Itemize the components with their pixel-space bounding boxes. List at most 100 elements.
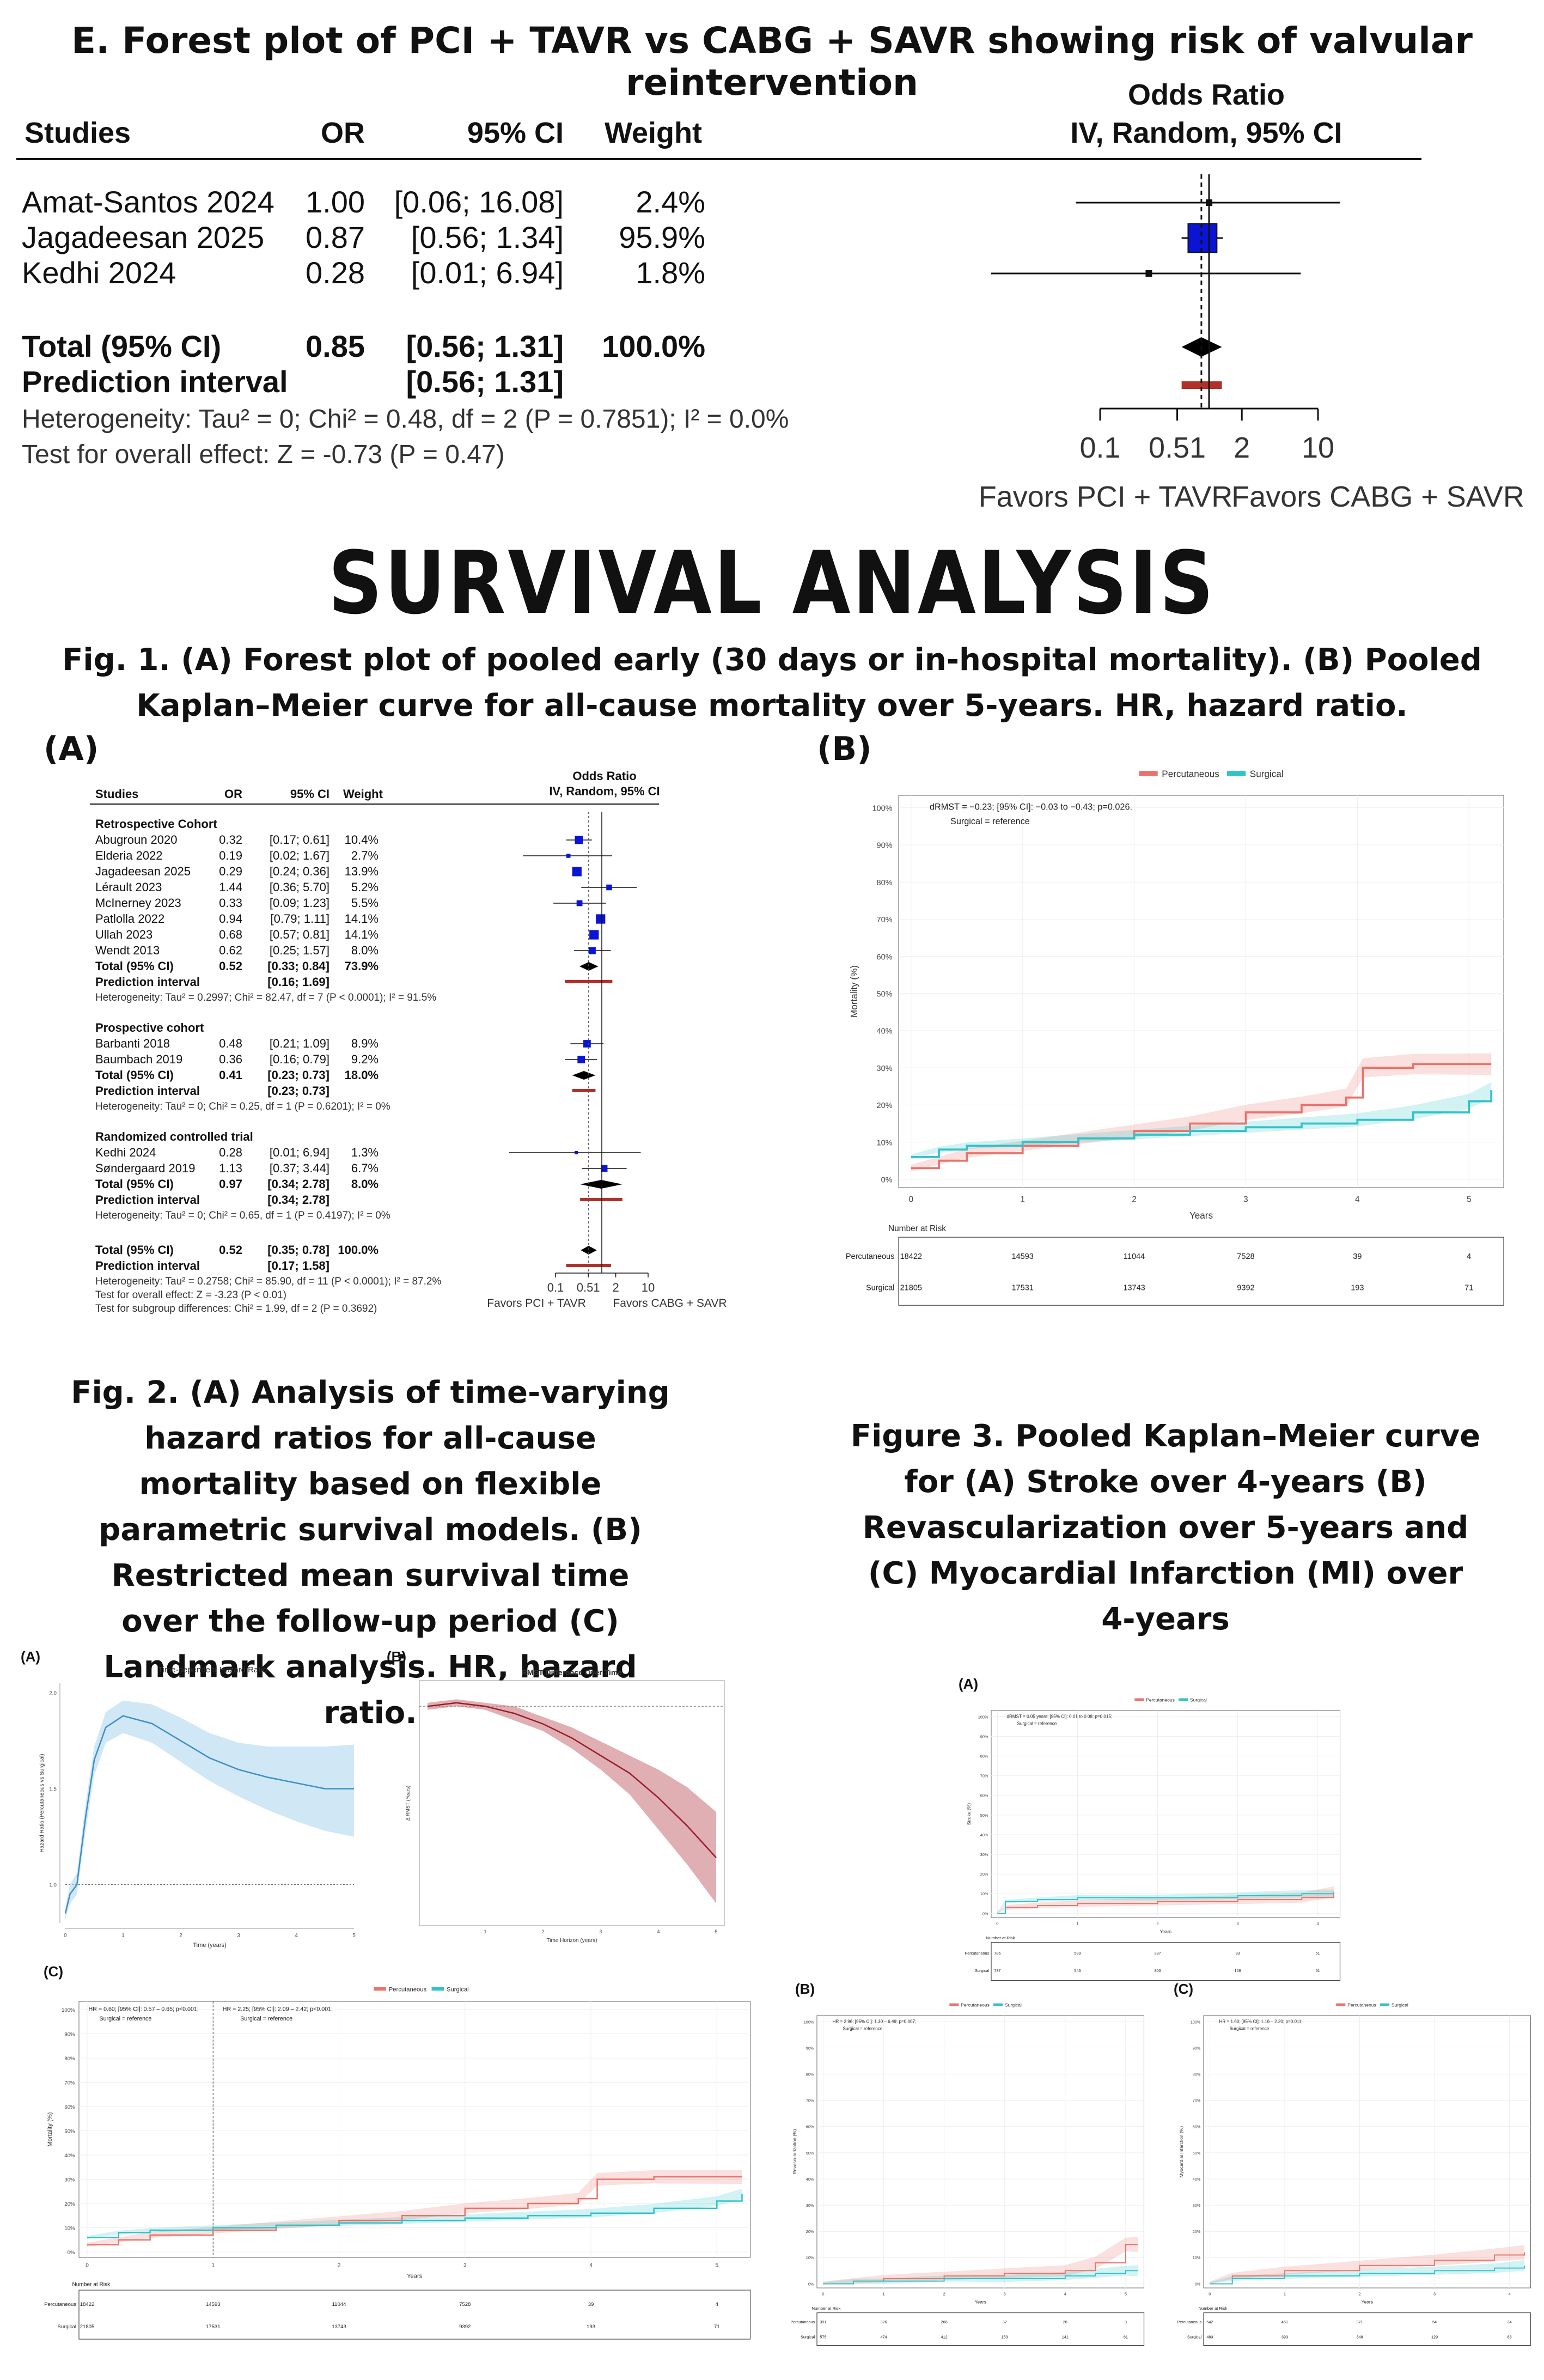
hr-ci-band [65,1700,354,1919]
y-axis-label: Revascularization (%) [792,2129,797,2174]
ci-band-percutaneous [1210,2245,1525,2284]
risk-value: 83 [1508,2334,1512,2339]
study-name: McInerney 2023 [95,896,181,910]
x-tick-label: 10 [642,1281,655,1294]
legend-swatch-surgical [993,2003,1003,2006]
y-tick-label: 20% [1193,2229,1201,2234]
pred-ci: [0.23; 0.73] [267,1084,329,1098]
x-tick-label: 0.1 [547,1281,564,1294]
risk-table-title: Number at Risk [72,2282,111,2288]
risk-table [991,1942,1341,1981]
x-tick-label: 4 [1508,2291,1511,2296]
risk-row-name: Percutaneous [790,2320,815,2324]
total-label: Total (95% CI) [22,329,221,363]
study-or: 0.87 [306,220,365,254]
annotation-reference: Surgical = reference [950,817,1030,826]
risk-value: 34 [1508,2320,1512,2324]
legend-swatch-percutaneous [1134,1698,1144,1701]
header-or-title: Odds Ratio [572,769,636,783]
study-or: 0.94 [219,912,242,926]
rmst-ci-band [428,1699,716,1904]
header-or-sub: IV, Random, 95% CI [1070,117,1342,149]
fig2b-ylabel: Δ RMST (Years) [405,1786,411,1821]
fig3b-panel: Percutaneous Surgical 0% 10% 20% 30% 40% 50% 60%… [790,2002,1145,2346]
ci-band-surgical [823,2265,1138,2284]
legend-surgical: Surgical [1250,769,1284,780]
x-tick-label: 10 [1302,431,1334,464]
risk-row-name: Surgical [58,2324,77,2330]
plot-area [78,2001,750,2258]
risk-value: 18422 [900,1252,922,1261]
x-tick-label: 2 [541,1929,544,1934]
line-surgical [911,1090,1493,1158]
fig2a-label: (A) [21,1648,40,1665]
x-axis-label: Years [974,2299,986,2305]
study-square [575,1151,578,1154]
x-axis-label: Years [407,2273,423,2280]
x-tick-label: 4 [1064,2291,1067,2296]
subtotal-ci: [0.34; 2.78] [267,1177,329,1191]
total-or: 0.85 [306,329,365,363]
y-tick-label: 10% [877,1139,893,1147]
study-square [566,854,571,858]
x-tick-label: 5 [352,1933,356,1939]
annotation-reference: Surgical = reference [1230,2026,1270,2031]
pred-label: Prediction interval [95,975,200,989]
ci-band-percutaneous [823,2237,1138,2284]
fig2a-ylabel: Hazard Ratio (Percutaneous vs Surgical) [39,1754,45,1852]
y-tick-label: 10% [64,2225,75,2231]
study-weight: 9.2% [351,1052,379,1066]
y-axis-label: Stroke (%) [966,1803,972,1825]
study-or: 0.62 [219,944,242,957]
risk-value: 54 [1432,2320,1437,2324]
x-tick-label: 4 [657,1929,660,1934]
y-tick-label: 70% [806,2098,814,2103]
study-ci: [0.01; 6.94] [411,255,564,290]
risk-value: 193 [587,2324,595,2330]
study-or: 0.28 [219,1146,242,1159]
fig2a-xlabel: Time (years) [193,1942,226,1949]
ci-band-surgical [911,1082,1492,1160]
risk-value: 11044 [332,2302,347,2308]
study-or: 0.36 [219,1052,242,1066]
y-tick-label: 10% [806,2255,814,2260]
study-name: Baumbach 2019 [95,1052,182,1066]
ci-band-surgical [1210,2260,1525,2284]
risk-value: 483 [1206,2334,1213,2339]
group-name: Prospective cohort [95,1021,204,1034]
risk-value: 542 [1206,2320,1213,2324]
subtotal-or: 0.97 [219,1177,242,1191]
risk-value: 39 [1353,1252,1362,1261]
prediction-bar [1181,381,1222,389]
y-tick-label: 90% [877,842,893,850]
fig2a-panel: Time-dependent Hazard Ratio 1.0 1.5 2.0 0 1 2 3… [39,1665,356,1949]
legend-swatch-surgical [1179,1698,1188,1701]
line-percutaneous [997,1891,1335,1914]
favors-left: Favors PCI + TAVR [979,480,1233,513]
study-or: 0.28 [306,255,365,290]
legend-surgical: Surgical [1190,1697,1207,1702]
study-or: 1.44 [219,880,242,894]
risk-value: 61 [1124,2334,1128,2339]
heterogeneity-text: Heterogeneity: Tau² = 0.2997; Chi² = 82.… [95,992,436,1003]
study-weight: 95.9% [619,220,705,254]
risk-table [1203,2312,1531,2346]
x-tick-label: 1 [121,1933,125,1939]
study-or: 0.68 [219,928,242,941]
risk-value: 83 [1236,1951,1240,1956]
y-tick-label: 60% [980,1793,988,1798]
study-weight: 2.4% [636,185,705,219]
y-tick-label: 100% [978,1714,988,1719]
fig2-panels: (A) (B) (C) Time-dependent Hazard Ratio 1.0 1… [21,1648,751,2340]
risk-value: 589 [1074,1951,1081,1956]
y-tick-label: 40% [806,2177,814,2182]
pred-ci: [0.17; 1.58] [267,1259,329,1273]
ci-band-percutaneous [997,1886,1334,1914]
y-tick-label: 50% [806,2151,814,2156]
y-tick-label: 0% [982,1911,988,1916]
subtotal-label: Total (95% CI) [95,959,174,973]
study-weight: 6.7% [351,1161,379,1175]
x-tick-label: 0 [86,2263,89,2269]
study-or: 0.33 [219,896,242,910]
